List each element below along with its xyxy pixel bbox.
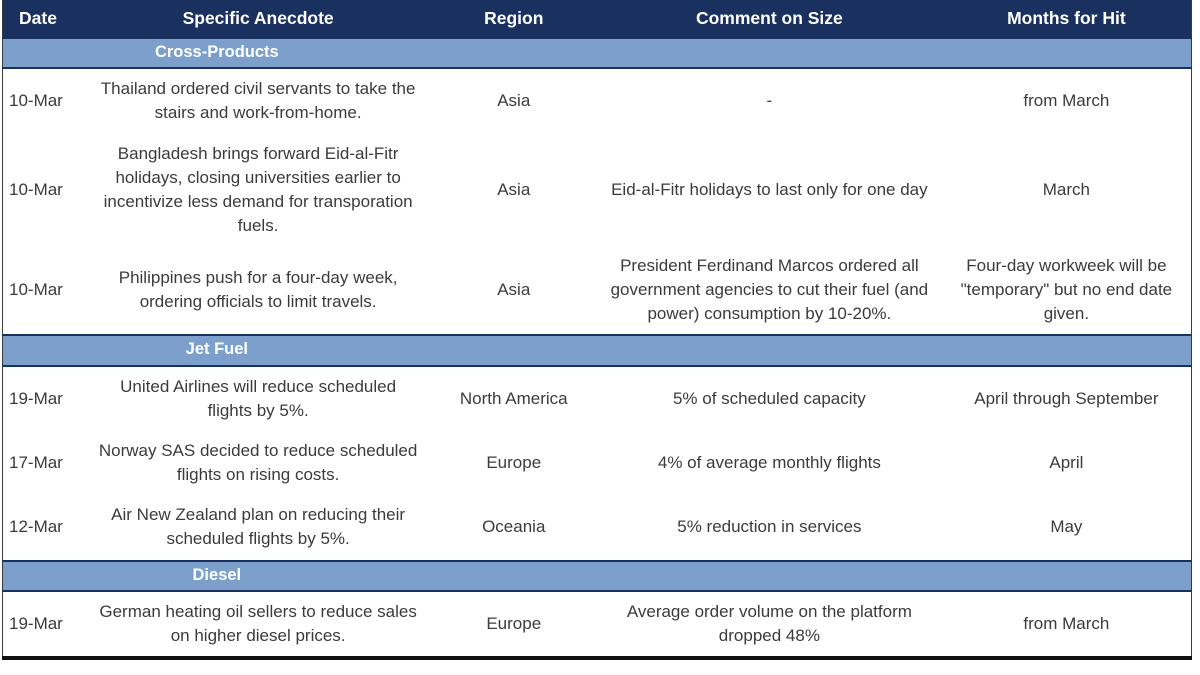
cell-months: May <box>941 495 1192 561</box>
cell-anecdote: German heating oil sellers to reduce sal… <box>85 590 431 659</box>
table-row: 17-Mar Norway SAS decided to reduce sched… <box>2 431 1192 496</box>
section-row: Cross-Products <box>2 36 1192 70</box>
section-cell: Diesel <box>2 559 1192 592</box>
column-header-date: Date <box>2 0 86 38</box>
section-row: Diesel <box>2 559 1192 592</box>
cell-comment: President Ferdinand Marcos ordered all g… <box>596 246 942 336</box>
cell-date: 10-Mar <box>2 68 86 134</box>
cell-anecdote: Thailand ordered civil servants to take … <box>85 68 431 134</box>
cell-comment: Eid-al-Fitr holidays to last only for on… <box>596 133 942 247</box>
cell-anecdote: Bangladesh brings forward Eid-al-Fitr ho… <box>85 133 431 247</box>
section-cell: Jet Fuel <box>2 334 1192 367</box>
table-row: 10-Mar Philippines push for a four-day we… <box>2 246 1192 336</box>
table-row: 10-Mar Thailand ordered civil servants to… <box>2 68 1192 134</box>
column-header-anecdote: Specific Anecdote <box>85 0 431 38</box>
cell-date: 19-Mar <box>2 365 86 432</box>
cell-anecdote: Air New Zealand plan on reducing their s… <box>85 495 431 561</box>
cell-months: from March <box>941 68 1192 134</box>
cell-months: April through September <box>941 365 1192 432</box>
section-cell: Cross-Products <box>2 36 1192 70</box>
table-row: 12-Mar Air New Zealand plan on reducing t… <box>2 495 1192 561</box>
cell-region: Oceania <box>430 495 597 561</box>
cell-region: North America <box>430 365 597 432</box>
cell-date: 19-Mar <box>2 590 86 659</box>
cell-anecdote: Philippines push for a four-day week, or… <box>85 246 431 336</box>
cell-region: Asia <box>430 68 597 134</box>
cell-date: 10-Mar <box>2 133 86 247</box>
cell-date: 10-Mar <box>2 246 86 336</box>
table-body: Cross-Products 10-Mar Thailand ordered civ… <box>2 36 1192 659</box>
section-label: Cross-Products <box>154 42 279 61</box>
cell-anecdote: Norway SAS decided to reduce scheduled f… <box>85 431 431 496</box>
anecdote-table: Date Specific Anecdote Region Comment on… <box>2 0 1192 661</box>
column-header-region: Region <box>430 0 597 38</box>
cell-date: 17-Mar <box>2 431 86 496</box>
table-row: 10-Mar Bangladesh brings forward Eid-al-F… <box>2 133 1192 247</box>
section-label: Jet Fuel <box>185 340 249 359</box>
cell-months: April <box>941 431 1192 496</box>
cell-comment: 5% of scheduled capacity <box>596 365 942 432</box>
cell-comment: 5% reduction in services <box>596 495 942 561</box>
column-header-comment: Comment on Size <box>596 0 942 38</box>
table-row: 19-Mar German heating oil sellers to redu… <box>2 590 1192 659</box>
section-row: Jet Fuel <box>2 334 1192 367</box>
cell-date: 12-Mar <box>2 495 86 561</box>
cell-region: Asia <box>430 133 597 247</box>
cell-comment: Average order volume on the platform dro… <box>596 590 942 659</box>
cell-comment: - <box>596 68 942 134</box>
cell-months: March <box>941 133 1192 247</box>
cell-months: Four-day workweek will be "temporary" bu… <box>941 246 1192 336</box>
section-label: Diesel <box>192 565 242 584</box>
cell-months: from March <box>941 590 1192 659</box>
column-header-months: Months for Hit <box>941 0 1192 38</box>
cell-region: Europe <box>430 431 597 496</box>
cell-region: Asia <box>430 246 597 336</box>
cell-anecdote: United Airlines will reduce scheduled fl… <box>85 365 431 432</box>
cell-region: Europe <box>430 590 597 659</box>
cell-comment: 4% of average monthly flights <box>596 431 942 496</box>
table-row: 19-Mar United Airlines will reduce schedu… <box>2 365 1192 432</box>
table-header-row: Date Specific Anecdote Region Comment on… <box>2 0 1192 38</box>
